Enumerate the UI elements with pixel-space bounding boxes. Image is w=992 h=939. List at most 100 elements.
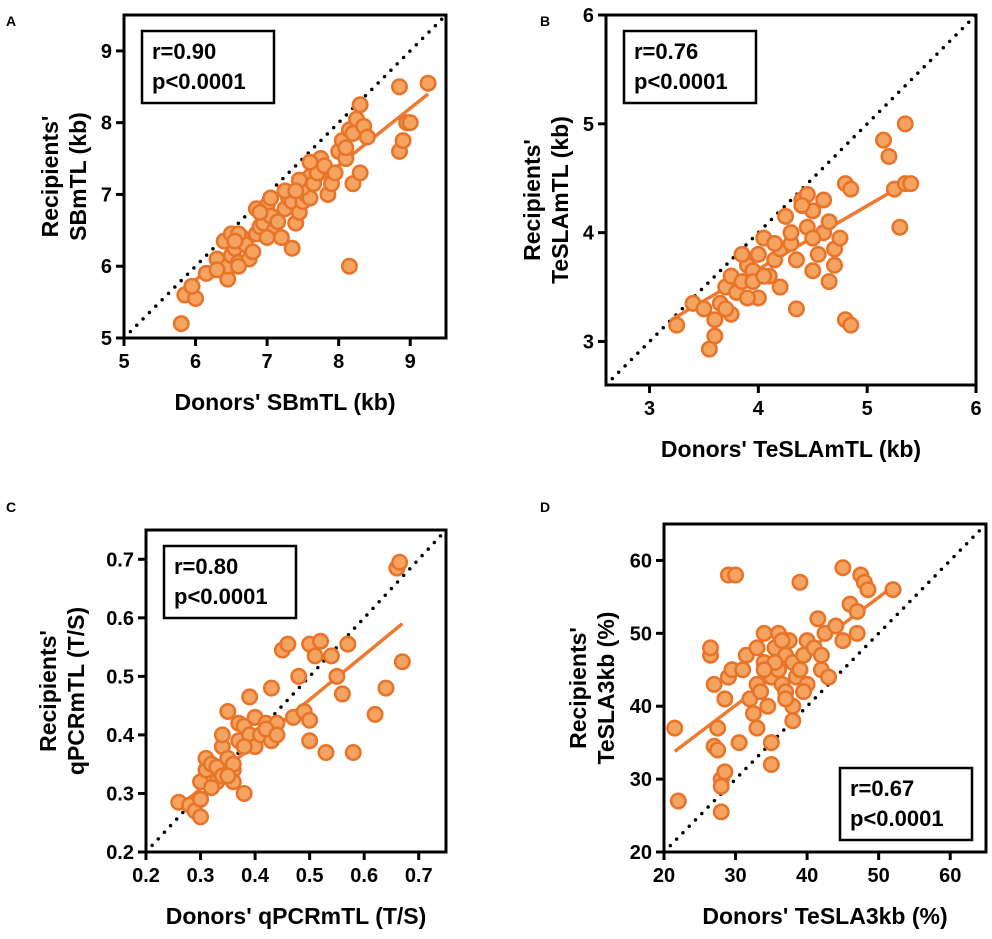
data-point [902, 175, 920, 193]
data-point [842, 180, 860, 198]
data-point [340, 257, 358, 275]
plot-frame [662, 522, 988, 854]
stats-box: r=0.67 p<0.0001 [838, 766, 974, 842]
data-point [809, 245, 827, 263]
data-point [202, 779, 220, 797]
data-point [301, 153, 319, 171]
x-axis-title: Donors' TeSLA3kb (%) [702, 903, 947, 929]
data-point [777, 207, 795, 225]
data-point [749, 245, 767, 263]
data-point [695, 300, 713, 318]
data-point [717, 300, 735, 318]
data-point [226, 232, 244, 250]
data-point [709, 719, 727, 737]
data-point [755, 624, 773, 642]
data-point [771, 278, 789, 296]
data-point [258, 229, 276, 247]
y-tick-label: 4 [583, 223, 595, 245]
x-tick-label: 0.6 [350, 865, 378, 887]
data-point [394, 132, 412, 150]
x-tick-label: 60 [939, 865, 961, 887]
data-point [328, 667, 346, 685]
plot-frame [122, 13, 448, 340]
y-tick-label: 40 [630, 696, 652, 718]
data-point [390, 78, 408, 96]
data-point [312, 632, 330, 650]
data-point [235, 738, 253, 756]
chart-panel-b: B 3 4 5 6 3 4 5 6 Donors' TeSLAmTL (kb) Recipients… [519, 5, 982, 462]
data-point [766, 235, 784, 253]
stats-box: r=0.76 p<0.0001 [622, 29, 758, 105]
y-axis-title-line: Recipients' [35, 630, 61, 752]
p-value: p<0.0001 [174, 584, 268, 609]
x-axis-title: Donors' TeSLAmTL (kb) [661, 436, 921, 462]
data-point [834, 559, 852, 577]
stats-box: r=0.90 p<0.0001 [140, 29, 276, 105]
data-point [815, 191, 833, 209]
y-tick-label: 7 [101, 184, 112, 206]
data-point [705, 675, 723, 693]
data-point [192, 808, 210, 826]
stats-box-frame [838, 766, 974, 842]
x-tick-label: 3 [644, 398, 655, 420]
panel-letter: B [540, 13, 550, 29]
data-point [859, 581, 877, 599]
regression-line [670, 182, 907, 322]
panel-letter: D [540, 499, 550, 515]
data-point [795, 683, 813, 701]
data-point [752, 683, 770, 701]
data-point [283, 239, 301, 257]
data-point [709, 741, 727, 759]
x-tick-label: 6 [970, 398, 981, 420]
x-tick-label: 6 [190, 351, 201, 373]
data-point [268, 726, 286, 744]
data-point [804, 229, 822, 247]
plot-frame [144, 528, 448, 854]
data-point [834, 632, 852, 650]
y-tick-label: 0.5 [106, 666, 134, 688]
data-point [809, 610, 827, 628]
y-tick-label: 0.7 [106, 549, 134, 571]
data-point [827, 617, 845, 635]
data-point [831, 229, 849, 247]
data-point [666, 719, 684, 737]
data-point [351, 96, 369, 114]
data-point [172, 315, 190, 333]
data-point [787, 251, 805, 269]
data-point [213, 726, 231, 744]
data-point [262, 189, 280, 207]
x-tick-label: 0.5 [296, 865, 324, 887]
y-axis-title-line: Recipients' [37, 116, 63, 238]
data-point [393, 653, 411, 671]
x-tick-label: 0.2 [132, 865, 160, 887]
data-point [366, 705, 384, 723]
data-point [219, 767, 237, 785]
y-tick-label: 9 [101, 41, 112, 63]
y-tick-label: 0.2 [106, 842, 134, 864]
x-tick-label: 40 [796, 865, 818, 887]
data-point [419, 74, 437, 92]
data-point [208, 261, 226, 279]
data-point [891, 218, 909, 236]
y-tick-label: 8 [101, 113, 112, 135]
x-tick-label: 8 [333, 351, 344, 373]
data-point [326, 164, 344, 182]
data-point [301, 711, 319, 729]
data-point [734, 661, 752, 679]
data-point [733, 245, 751, 263]
y-axis-title-line: Recipients' [519, 139, 545, 261]
data-point [784, 712, 802, 730]
data-point [269, 213, 287, 231]
y-axis-title-line: TeSLA3kb (%) [593, 612, 619, 765]
y-axis-title-line: SBmTL (kb) [65, 112, 91, 241]
y-axis-title-line: Recipients' [565, 627, 591, 749]
plot-frame [604, 13, 978, 387]
data-point [716, 690, 734, 708]
data-point [244, 243, 262, 261]
x-axis-title: Donors' qPCRmTL (T/S) [166, 903, 427, 929]
data-point [762, 756, 780, 774]
data-point [793, 196, 811, 214]
data-point [322, 647, 340, 665]
data-point [219, 702, 237, 720]
